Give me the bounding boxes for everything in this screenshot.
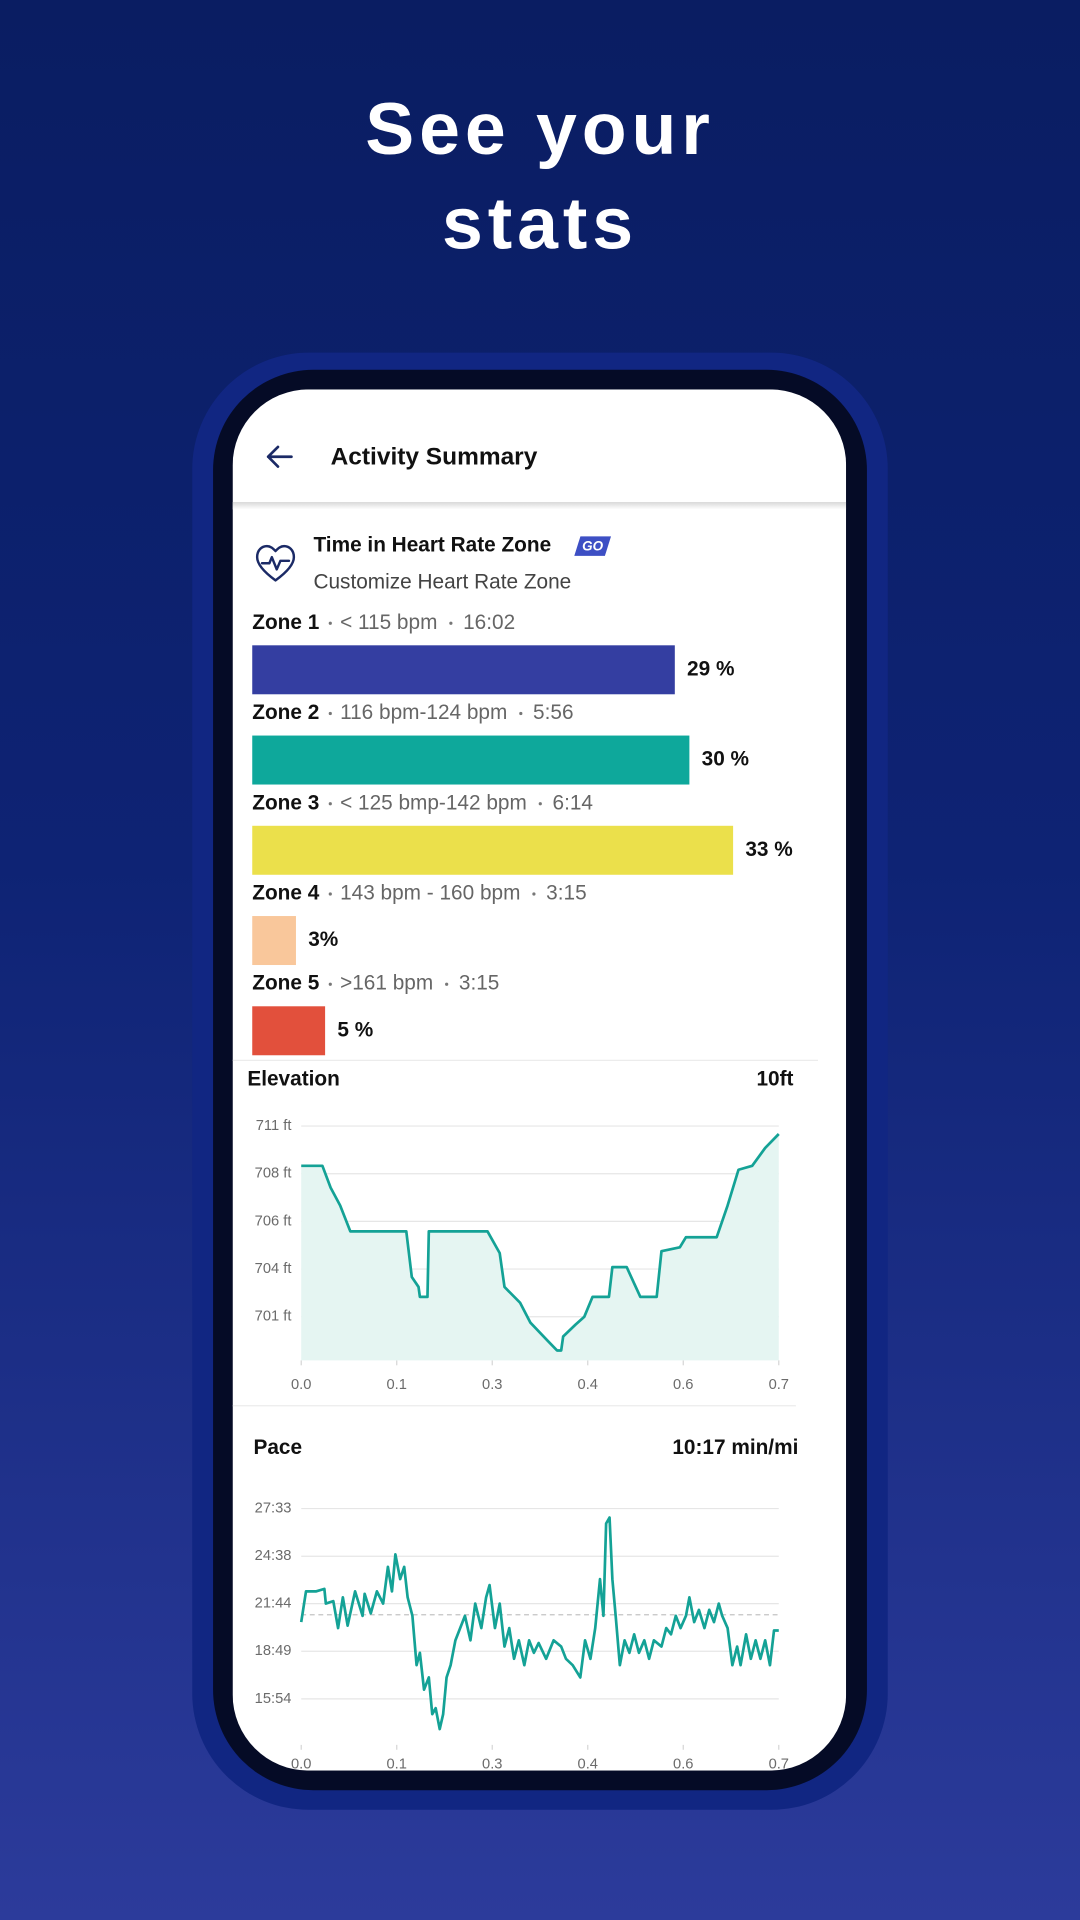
app-bar-shadow [232, 502, 847, 510]
x-tick-label: 0.6 [673, 1377, 693, 1393]
x-tick-label: 0.1 [387, 1377, 407, 1393]
zone-bar [252, 735, 690, 785]
customize-link[interactable]: Customize Heart Rate Zone [313, 570, 571, 593]
separator-dot [328, 621, 332, 625]
separator-dot [519, 711, 523, 716]
x-tick-label: 0.4 [578, 1377, 598, 1393]
y-tick-label: 27:33 [255, 1500, 292, 1516]
x-tick-label: 0.3 [482, 1377, 502, 1393]
separator-dot [328, 711, 332, 716]
x-tick-label: 0.3 [482, 1756, 502, 1772]
section-title: Time in Heart Rate Zone [313, 534, 551, 557]
zone-range: >161 bpm [340, 972, 433, 995]
x-tick-label: 0.7 [769, 1377, 789, 1393]
zone-percent: 33 % [745, 838, 792, 861]
separator-dot [532, 892, 536, 896]
zone-percent: 30 % [702, 748, 749, 771]
zone-percent: 5 % [337, 1018, 373, 1041]
y-tick-label: 701 ft [255, 1309, 292, 1325]
chart-title: Pace [253, 1436, 302, 1459]
y-tick-label: 24:38 [255, 1548, 292, 1564]
y-tick-label: 706 ft [255, 1213, 292, 1229]
x-tick-label: 0.1 [387, 1756, 407, 1772]
y-tick-label: 21:44 [255, 1595, 292, 1611]
separator-dot [449, 621, 453, 625]
separator-dot [445, 982, 449, 986]
elevation-area [301, 1134, 779, 1361]
heart-icon [255, 544, 296, 582]
separator-dot [328, 982, 332, 986]
zone-time: 5:56 [533, 701, 573, 724]
y-tick-label: 704 ft [255, 1261, 292, 1277]
y-tick-label: 708 ft [255, 1166, 292, 1182]
screen-title: Activity Summary [331, 443, 538, 470]
badge-text: GO [582, 538, 603, 553]
zone-percent: 3% [308, 928, 338, 951]
zone-time: 3:15 [459, 972, 499, 995]
chart-summary: 10:17 min/mi [672, 1436, 798, 1459]
zone-time: 3:15 [546, 882, 586, 905]
separator-dot [328, 892, 332, 896]
separator-dot [538, 802, 542, 806]
headline: See your [365, 87, 714, 170]
x-tick-label: 0.0 [291, 1756, 311, 1772]
chart-title: Elevation [247, 1068, 339, 1091]
y-tick-label: 15:54 [255, 1691, 292, 1707]
x-tick-label: 0.6 [673, 1756, 693, 1772]
zone-name: Zone 5 [252, 972, 319, 995]
zone-range: 143 bpm - 160 bpm [340, 882, 520, 905]
screen-background [232, 389, 847, 1771]
zone-range: < 115 bpm [340, 611, 437, 634]
zone-name: Zone 4 [252, 882, 319, 905]
x-tick-label: 0.4 [578, 1756, 598, 1772]
phone-screen: Activity Summary Time in Heart Rate Zone… [232, 389, 847, 1772]
zone-bar [252, 825, 734, 875]
zone-bar [252, 645, 675, 695]
zone-name: Zone 1 [252, 611, 319, 634]
zone-percent: 29 % [687, 657, 734, 680]
chart-summary: 10ft [756, 1068, 793, 1091]
zone-range: < 125 bmp-142 bpm [340, 791, 527, 814]
separator-dot [328, 802, 332, 806]
zone-bar [252, 916, 296, 966]
badge [574, 536, 612, 556]
zone-name: Zone 2 [252, 701, 319, 724]
data-line [301, 1133, 780, 1352]
zone-time: 6:14 [553, 791, 593, 814]
back-button[interactable] [266, 445, 293, 468]
data-line [299, 1516, 779, 1731]
x-tick-label: 0.7 [769, 1756, 789, 1772]
x-tick-label: 0.0 [291, 1377, 311, 1393]
y-tick-label: 711 ft [256, 1118, 292, 1134]
zone-time: 16:02 [463, 611, 515, 634]
y-tick-label: 18:49 [255, 1643, 292, 1659]
zone-bar [252, 1006, 326, 1056]
zone-range: 116 bpm-124 bpm [340, 701, 507, 724]
zone-name: Zone 3 [252, 791, 319, 814]
headline: stats [442, 181, 638, 264]
